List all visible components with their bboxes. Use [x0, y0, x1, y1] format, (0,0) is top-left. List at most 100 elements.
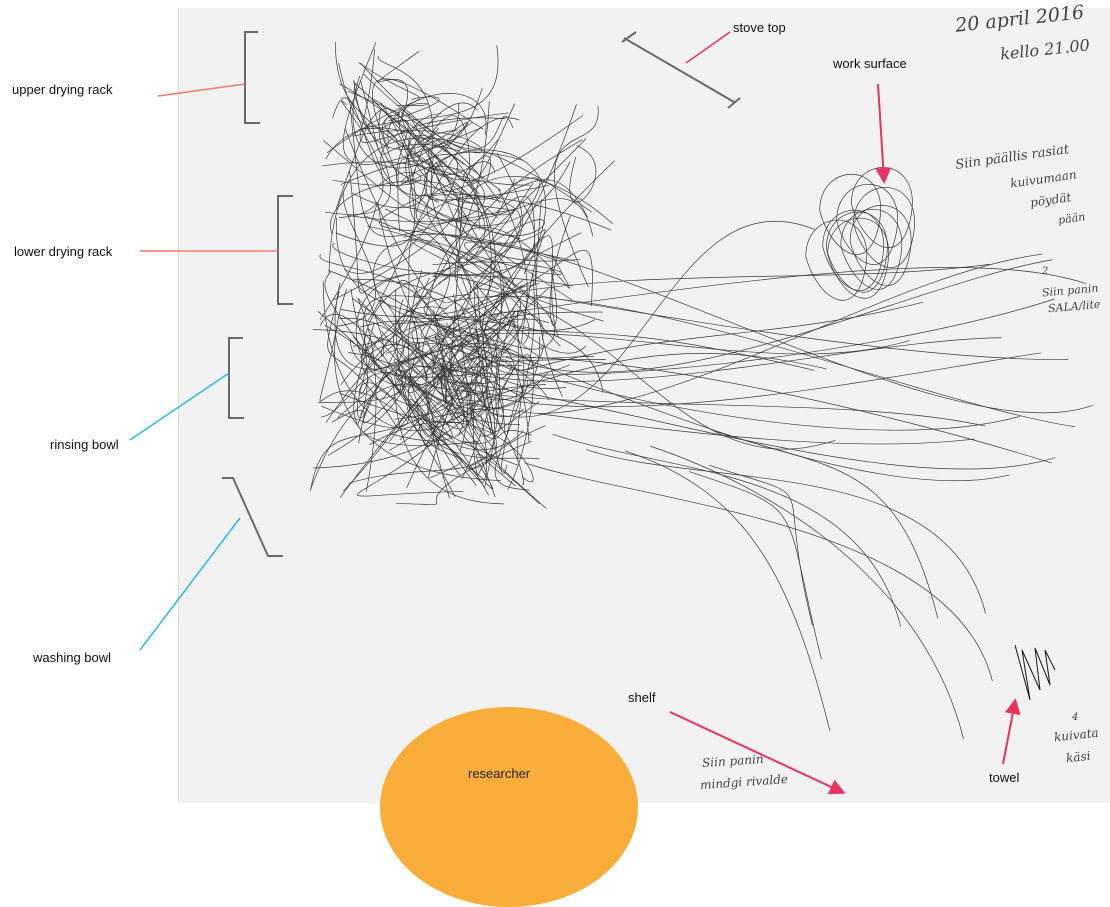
movement-scribbles — [309, 41, 1094, 739]
movement-trace — [689, 471, 822, 660]
work-surface-arrow — [875, 83, 892, 184]
movement-trace — [454, 139, 596, 331]
movement-trace — [500, 309, 519, 469]
movement-trace — [494, 272, 535, 491]
movement-trace — [819, 174, 882, 255]
movement-trace — [840, 208, 903, 290]
movement-trace — [318, 377, 477, 418]
movement-trace — [348, 352, 435, 447]
movement-trace — [397, 139, 499, 232]
movement-trace — [326, 62, 420, 154]
movement-trace — [347, 167, 485, 223]
movement-trace — [805, 219, 868, 301]
movement-trace — [423, 193, 517, 216]
movement-trace — [332, 172, 422, 187]
label-work-surface: work surface — [833, 56, 907, 71]
movement-trace — [353, 79, 468, 153]
movement-trace — [511, 199, 542, 311]
handwritten-note-4-line-2: käsi — [1065, 748, 1092, 766]
fixture-brackets — [222, 31, 741, 557]
movement-trace — [336, 190, 376, 327]
movement-trace — [381, 330, 445, 389]
movement-trace — [483, 160, 615, 376]
movement-trace — [712, 430, 939, 619]
movement-trace — [396, 102, 447, 166]
movement-trace — [430, 314, 471, 452]
label-washing-bowl: washing bowl — [33, 650, 112, 665]
movement-trace — [459, 272, 546, 401]
movement-trace — [396, 440, 532, 505]
movement-trace — [372, 239, 538, 319]
movement-trace — [479, 288, 836, 450]
movement-trace — [413, 419, 546, 476]
movement-trace — [425, 338, 1020, 431]
movement-trace — [445, 280, 493, 434]
movement-trace — [394, 316, 486, 481]
movement-trace — [367, 117, 520, 322]
movement-trace — [352, 328, 453, 438]
upper-drying-rack-bracket — [244, 31, 260, 124]
movement-trace — [334, 288, 501, 481]
movement-trace — [822, 209, 885, 291]
movement-trace — [319, 254, 441, 331]
movement-trace — [851, 167, 913, 249]
movement-trace — [650, 445, 964, 739]
movement-trace — [322, 161, 531, 186]
movement-trace — [432, 179, 573, 287]
movement-trace — [380, 102, 516, 225]
movement-trace — [349, 106, 468, 237]
movement-trace — [371, 78, 484, 176]
movement-trace — [357, 295, 429, 424]
movement-trace-drawing — [129, 31, 1094, 795]
rinsing-bowl-bracket — [228, 337, 244, 419]
researcher-marker — [380, 707, 638, 907]
movement-trace — [425, 226, 570, 317]
movement-trace — [408, 341, 463, 479]
label-towel: towel — [989, 770, 1020, 785]
movement-trace — [377, 55, 434, 213]
movement-trace — [489, 221, 815, 418]
movement-trace — [379, 300, 425, 361]
movement-trace — [431, 402, 485, 423]
movement-trace — [328, 137, 593, 274]
movement-trace — [330, 180, 460, 301]
movement-trace — [410, 239, 604, 322]
movement-trace — [458, 155, 581, 262]
label-stove-top: stove top — [733, 20, 786, 35]
movement-trace — [497, 188, 606, 363]
movement-trace — [406, 320, 516, 489]
movement-trace — [360, 80, 461, 155]
connector-lines — [129, 31, 731, 651]
movement-trace — [432, 177, 541, 396]
movement-trace — [524, 462, 993, 682]
label-rinsing-bowl: rinsing bowl — [50, 437, 119, 452]
lower-drying-rack-bracket — [277, 195, 293, 305]
movement-trace — [349, 170, 499, 294]
movement-trace — [453, 293, 540, 437]
rinsing-bowl-connector — [129, 372, 230, 441]
movement-trace — [352, 195, 472, 347]
movement-trace — [853, 187, 915, 268]
movement-trace — [363, 100, 490, 373]
movement-trace — [400, 298, 1055, 376]
movement-trace — [425, 362, 465, 499]
movement-trace — [480, 346, 508, 474]
movement-trace — [464, 241, 576, 350]
movement-trace — [323, 140, 573, 301]
movement-trace — [709, 464, 813, 626]
label-shelf: shelf — [628, 690, 656, 705]
movement-trace — [342, 42, 482, 165]
movement-trace — [360, 62, 514, 150]
movement-trace — [469, 356, 1052, 464]
movement-trace — [468, 407, 497, 470]
movement-trace — [505, 259, 1053, 373]
movement-trace — [441, 366, 515, 422]
movement-trace — [534, 294, 1069, 360]
shelf-arrow — [669, 711, 846, 795]
movement-trace — [357, 432, 463, 497]
movement-trace — [410, 102, 478, 157]
movement-trace — [325, 45, 499, 160]
movement-trace — [340, 320, 428, 386]
label-upper-drying-rack: upper drying rack — [12, 82, 113, 97]
movement-trace — [335, 113, 442, 247]
